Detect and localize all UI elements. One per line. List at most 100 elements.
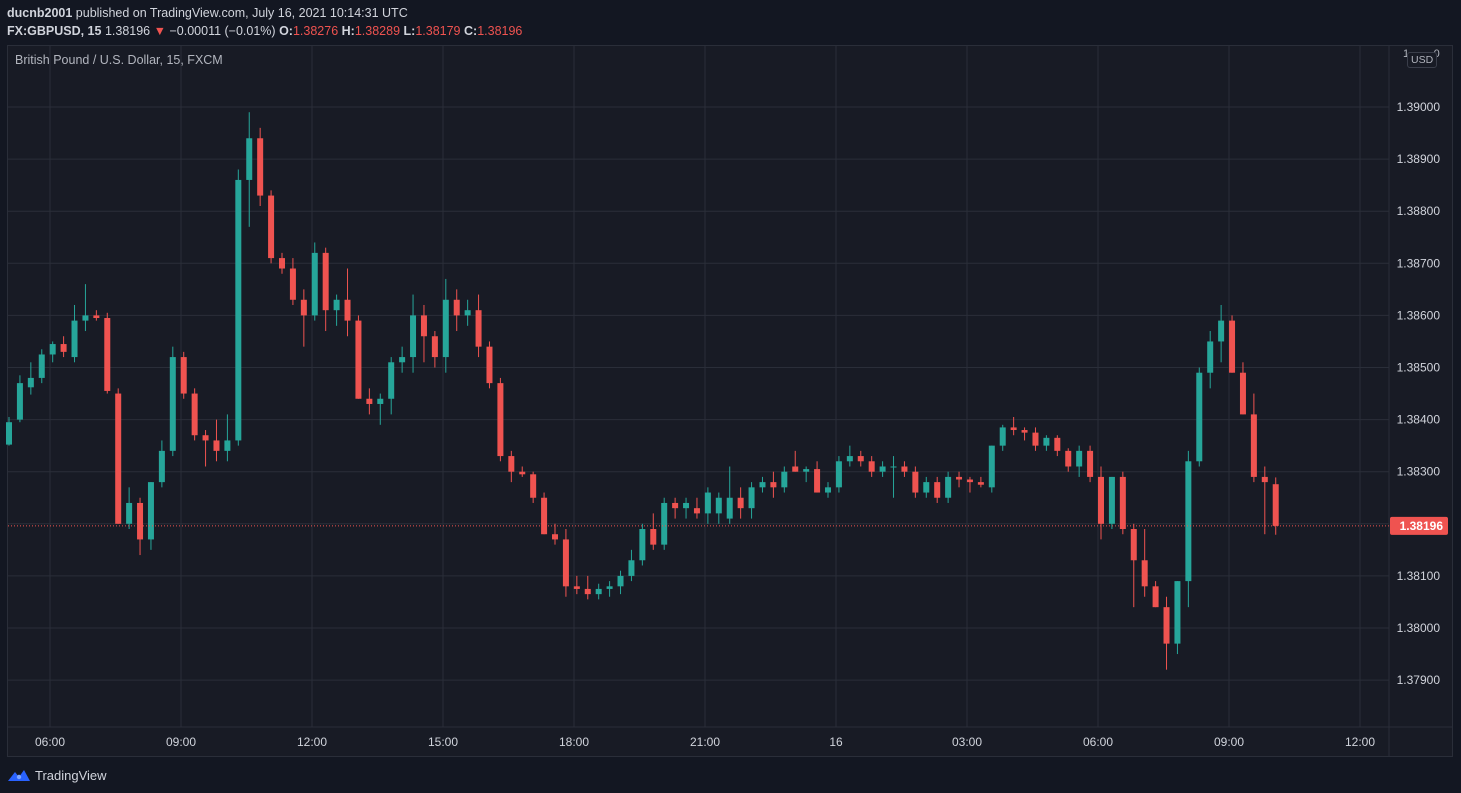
candle-body [1185,461,1192,582]
candle-body [126,502,133,524]
candle-body [289,268,296,300]
time-tick-label: 06:00 [35,735,65,749]
candle-body [268,195,275,259]
candle-body [945,476,952,498]
candle-body [1163,607,1170,644]
candle-body [562,539,569,587]
candle-body [770,482,777,488]
candle-body [1065,450,1072,467]
candle-body [1207,341,1214,373]
tradingview-logo-icon [8,770,30,781]
candle-body [595,588,602,595]
candle-body [93,315,100,319]
candle-body [1174,581,1181,644]
candle-body [1010,427,1017,431]
price-tick-label: 1.38800 [1397,204,1441,218]
candle-body [748,487,755,509]
candle-body [988,445,995,488]
last-price-label: 1.38196 [1400,519,1444,533]
candle-body [49,344,56,355]
candle-body [137,502,144,540]
candle-body [606,586,613,589]
candle-body [530,474,537,498]
time-tick-label: 03:00 [952,735,982,749]
published-text: published on TradingView.com, July 16, 2… [75,6,408,20]
publish-line: ducnb2001 published on TradingView.com, … [7,4,522,22]
last-price: 1.38196 [104,24,151,38]
time-tick-label: 09:00 [166,735,196,749]
candle-body [475,310,482,347]
candle-body [191,393,198,436]
high-label: H: [341,24,355,38]
candle-body [235,179,242,441]
price-tick-label: 1.38700 [1397,256,1441,270]
candle-body [628,560,635,576]
candle-body [999,427,1006,446]
candle-body [835,461,842,488]
candle-body [464,310,471,316]
candle-body [715,497,722,514]
candle-body [966,479,973,483]
candle-body [912,471,919,493]
candle-body [213,440,220,451]
candle-body [977,482,984,485]
chart-title: British Pound / U.S. Dollar, 15, FXCM [15,53,223,67]
candle-body [1043,437,1050,446]
candle-body [508,456,515,472]
candle-body [1229,320,1236,373]
candle-body [934,482,941,498]
currency-badge[interactable]: USD [1407,52,1438,68]
candle-body [169,357,176,451]
candle-body [846,456,853,462]
candle-body [726,497,733,519]
candle-body [344,299,351,321]
price-tick-label: 1.38100 [1397,569,1441,583]
candle-body [1239,372,1246,415]
author-name[interactable]: ducnb2001 [7,6,73,20]
price-tick-label: 1.38300 [1397,465,1441,479]
open-label: O: [279,24,293,38]
candle-body [322,252,329,311]
candle-body [737,497,744,509]
close-value: 1.38196 [477,24,523,38]
price-tick-label: 1.39000 [1397,100,1441,114]
candle-body [1087,450,1094,477]
candle-body [224,440,231,451]
candle-body [1076,450,1083,467]
candle-body [6,422,12,445]
candle-body [497,383,504,457]
candle-body [1119,476,1126,530]
candle-body [1130,529,1137,561]
price-tick-label: 1.38400 [1397,413,1441,427]
candle-body [246,138,253,180]
price-tick-label: 1.37900 [1397,673,1441,687]
candle-body [857,456,864,462]
ohlc-line: FX:GBPUSD, 15 1.38196 ▼ −0.00011 (−0.01%… [7,22,522,40]
candle-body [956,476,963,480]
candle-body [82,315,89,321]
candle-body [1152,586,1159,608]
time-tick-label: 12:00 [1345,735,1375,749]
low-label: L: [403,24,416,38]
candle-body [355,320,362,399]
price-tick-label: 1.38000 [1397,621,1441,635]
candle-body [104,318,111,391]
candle-body [781,471,788,488]
candle-body [257,138,264,196]
time-tick-label: 06:00 [1083,735,1113,749]
candle-body [683,502,690,509]
brand-name: TradingView [35,767,107,783]
candle-body [60,344,67,352]
candle-body [300,299,307,316]
footer-brand[interactable]: TradingView [7,766,107,784]
candle-body [639,529,646,561]
candle-body [431,336,438,358]
price-change: −0.00011 (−0.01%) [169,24,276,38]
candle-body [1021,430,1028,433]
candle-body [1054,437,1061,451]
publish-header: ducnb2001 published on TradingView.com, … [7,4,522,40]
time-tick-label: 12:00 [297,735,327,749]
close-label: C: [464,24,478,38]
candle-body [453,299,460,316]
